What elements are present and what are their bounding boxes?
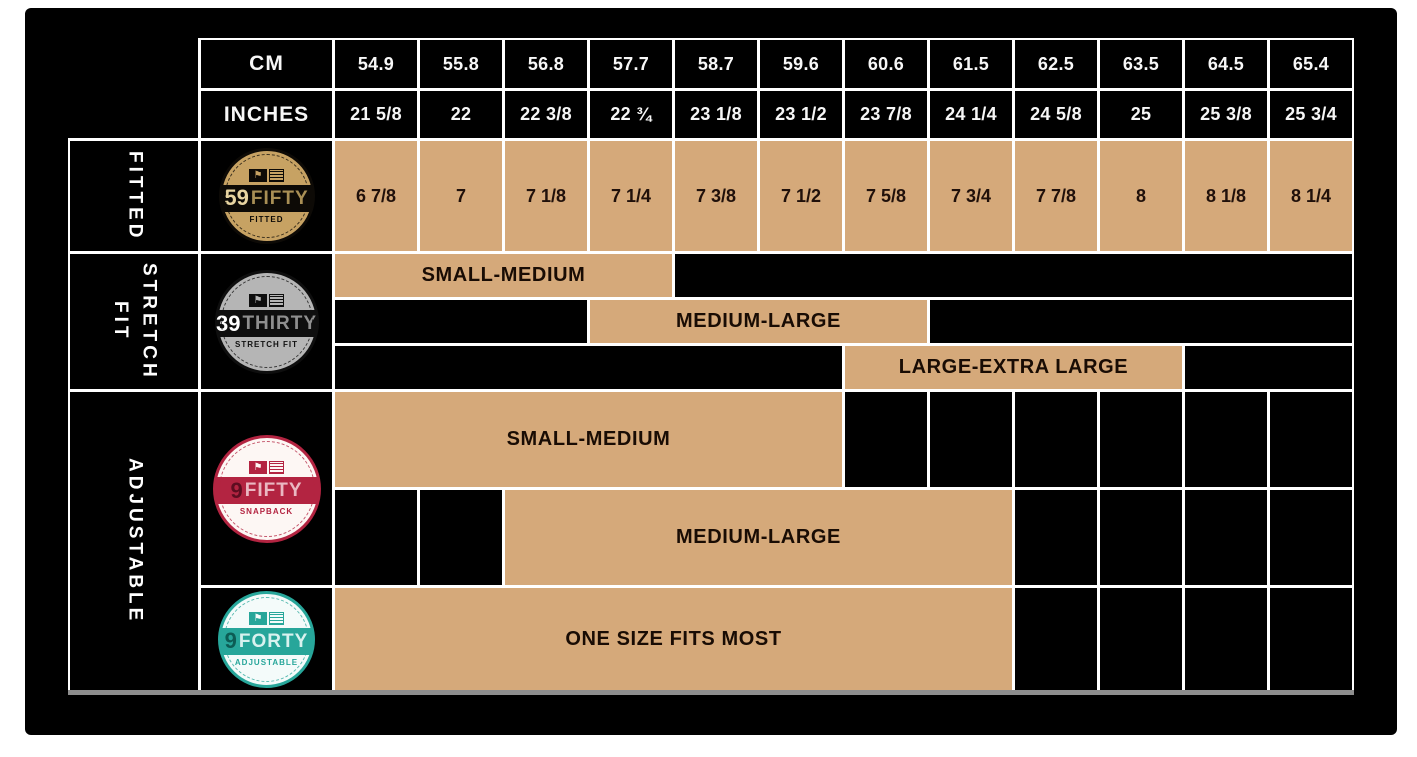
empty-cell [1185, 588, 1267, 690]
empty-cell [1100, 588, 1182, 690]
badge-band: 59 FIFTY [221, 184, 312, 212]
cm-value-cell: 61.5 [930, 40, 1012, 88]
inches-value-cell: 25 3/4 [1270, 91, 1352, 138]
fitted-size-cell: 7 [420, 141, 502, 251]
new-era-flag-icon: ⚑ [249, 294, 284, 307]
header-spacer [66, 36, 198, 138]
badge-subtitle: ADJUSTABLE [234, 657, 299, 667]
inches-value-cell: 23 1/2 [760, 91, 842, 138]
empty-cell [1015, 392, 1097, 487]
inches-value-cell: 23 1/8 [675, 91, 757, 138]
cm-value-cell: 63.5 [1100, 40, 1182, 88]
fitted-size-cell: 7 3/8 [675, 141, 757, 251]
badge-59fifty: ⚑ 59 FIFTY FITTED [218, 148, 315, 244]
empty-cell [1270, 392, 1352, 487]
empty-cell [1015, 588, 1097, 690]
section-label-adjustable: ADJUSTABLE [70, 392, 198, 690]
empty-cell [335, 490, 417, 585]
badge-subtitle: SNAPBACK [239, 507, 294, 516]
empty-cell [1100, 392, 1182, 487]
size-chart-card: CM 54.9 55.8 56.8 57.7 58.7 59.6 60.6 61… [25, 8, 1397, 735]
empty-cell [335, 300, 587, 343]
inches-value-cell: 22 [420, 91, 502, 138]
inches-value-cell: 22 ¾ [590, 91, 672, 138]
fitted-size-cell: 8 1/4 [1270, 141, 1352, 251]
inches-value-cell: 25 [1100, 91, 1182, 138]
fitted-size-cell: 7 3/4 [930, 141, 1012, 251]
cm-value-cell: 58.7 [675, 40, 757, 88]
badge-cell-9forty: ⚑ 9 FORTY ADJUSTABLE [201, 588, 332, 690]
empty-cell [845, 392, 927, 487]
cm-value-cell: 65.4 [1270, 40, 1352, 88]
fitted-size-cell: 7 5/8 [845, 141, 927, 251]
badge-band: 9 FIFTY [215, 477, 318, 504]
table-bottom-border [68, 690, 1354, 695]
cm-header-label: CM [201, 40, 332, 88]
cm-value-cell: 64.5 [1185, 40, 1267, 88]
empty-cell [1100, 490, 1182, 585]
fitted-size-cell: 7 1/8 [505, 141, 587, 251]
new-era-flag-icon: ⚑ [249, 168, 284, 182]
fitted-size-cell: 8 1/8 [1185, 141, 1267, 251]
cm-value-cell: 55.8 [420, 40, 502, 88]
empty-cell [1185, 392, 1267, 487]
fitted-size-cell: 7 1/4 [590, 141, 672, 251]
badge-band: 9 FORTY [221, 627, 312, 655]
empty-cell [1270, 588, 1352, 690]
badge-9forty: ⚑ 9 FORTY ADJUSTABLE [218, 590, 315, 688]
badge-39thirty: ⚑ 39 THIRTY STRETCH FIT [214, 269, 319, 374]
fitted-size-cell: 7 7/8 [1015, 141, 1097, 251]
inches-value-cell: 21 5/8 [335, 91, 417, 138]
badge-9fifty: ⚑ 9 FIFTY SNAPBACK [212, 434, 321, 543]
empty-cell [1185, 490, 1267, 585]
cm-value-cell: 54.9 [335, 40, 417, 88]
inches-header-label: INCHES [201, 91, 332, 138]
section-label-fitted: FITTED [70, 141, 198, 251]
badge-cell-39thirty: ⚑ 39 THIRTY STRETCH FIT [201, 254, 332, 389]
badge-cell-9fifty: ⚑ 9 FIFTY SNAPBACK [201, 392, 332, 585]
inches-value-cell: 23 7/8 [845, 91, 927, 138]
new-era-flag-icon: ⚑ [249, 611, 284, 625]
bar-medium-large-stretch: MEDIUM-LARGE [590, 300, 927, 343]
badge-band: 39 THIRTY [215, 310, 318, 337]
empty-cell [930, 392, 1012, 487]
empty-cell [1015, 490, 1097, 585]
cm-value-cell: 56.8 [505, 40, 587, 88]
inches-value-cell: 24 5/8 [1015, 91, 1097, 138]
fitted-size-cell: 7 1/2 [760, 141, 842, 251]
new-era-flag-icon: ⚑ [249, 461, 284, 474]
empty-cell [335, 346, 842, 389]
bar-small-medium-stretch: SMALL-MEDIUM [335, 254, 672, 297]
bar-one-size-fits-most: ONE SIZE FITS MOST [335, 588, 1012, 690]
bar-small-medium-adjustable: SMALL-MEDIUM [335, 392, 842, 487]
empty-cell [930, 300, 1352, 343]
badge-subtitle: FITTED [249, 214, 284, 224]
inches-value-cell: 22 3/8 [505, 91, 587, 138]
bar-large-extra-large-stretch: LARGE-EXTRA LARGE [845, 346, 1182, 389]
cm-value-cell: 62.5 [1015, 40, 1097, 88]
cm-value-cell: 60.6 [845, 40, 927, 88]
empty-cell [675, 254, 1352, 297]
fitted-size-cell: 8 [1100, 141, 1182, 251]
size-chart-table: CM 54.9 55.8 56.8 57.7 58.7 59.6 60.6 61… [66, 36, 1354, 695]
cm-value-cell: 57.7 [590, 40, 672, 88]
section-label-stretch-fit: STRETCH FIT [70, 254, 198, 389]
empty-cell [420, 490, 502, 585]
empty-cell [1185, 346, 1352, 389]
fitted-size-cell: 6 7/8 [335, 141, 417, 251]
inches-value-cell: 24 1/4 [930, 91, 1012, 138]
badge-cell-59fifty: ⚑ 59 FIFTY FITTED [201, 141, 332, 251]
badge-subtitle: STRETCH FIT [235, 340, 298, 349]
empty-cell [1270, 490, 1352, 585]
cm-value-cell: 59.6 [760, 40, 842, 88]
inches-value-cell: 25 3/8 [1185, 91, 1267, 138]
bar-medium-large-adjustable: MEDIUM-LARGE [505, 490, 1012, 585]
